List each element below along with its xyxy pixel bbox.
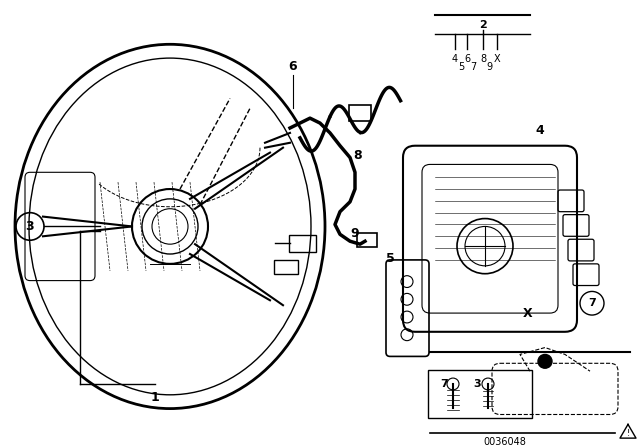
Text: 9: 9	[351, 227, 359, 240]
Text: X: X	[523, 306, 533, 319]
Circle shape	[538, 354, 552, 368]
Text: 7: 7	[470, 62, 476, 72]
Text: 8: 8	[480, 54, 486, 64]
Text: 3: 3	[473, 379, 481, 389]
Text: 0036048: 0036048	[484, 437, 527, 447]
Text: !: !	[627, 429, 630, 438]
Text: 7: 7	[440, 379, 448, 389]
Text: 6: 6	[464, 54, 470, 64]
Text: 4: 4	[452, 54, 458, 64]
Text: 2: 2	[479, 20, 487, 30]
Text: 6: 6	[289, 60, 298, 73]
Text: X: X	[493, 54, 500, 64]
Text: 9: 9	[486, 62, 492, 72]
Text: 5: 5	[386, 252, 394, 265]
Text: 5: 5	[458, 62, 464, 72]
Text: 1: 1	[150, 391, 159, 404]
Text: 3: 3	[26, 220, 35, 233]
Text: 8: 8	[354, 149, 362, 162]
Text: 4: 4	[536, 125, 545, 138]
Text: 7: 7	[588, 298, 596, 308]
